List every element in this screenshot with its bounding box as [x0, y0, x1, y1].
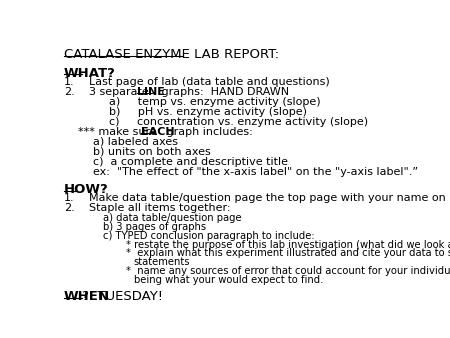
- Text: WHAT?: WHAT?: [64, 67, 116, 80]
- Text: ?  TUESDAY!: ? TUESDAY!: [81, 290, 162, 303]
- Text: graphs:  HAND DRAWN: graphs: HAND DRAWN: [158, 87, 289, 97]
- Text: 1.: 1.: [64, 193, 75, 203]
- Text: 3 separate: 3 separate: [89, 87, 152, 97]
- Text: *** make sure: *** make sure: [78, 127, 160, 137]
- Text: 2.: 2.: [64, 87, 75, 97]
- Text: 2.: 2.: [64, 203, 75, 213]
- Text: a) data table/question page: a) data table/question page: [103, 213, 241, 223]
- Text: Staple all items together:: Staple all items together:: [89, 203, 230, 213]
- Text: graph includes:: graph includes:: [163, 127, 253, 137]
- Text: b) 3 pages of graphs: b) 3 pages of graphs: [103, 222, 206, 232]
- Text: c)     concentration vs. enzyme activity (slope): c) concentration vs. enzyme activity (sl…: [109, 117, 368, 127]
- Text: being what your would expect to find.: being what your would expect to find.: [134, 275, 323, 285]
- Text: a)     temp vs. enzyme activity (slope): a) temp vs. enzyme activity (slope): [109, 97, 320, 107]
- Text: LINE: LINE: [137, 87, 165, 97]
- Text: 1.: 1.: [64, 77, 75, 87]
- Text: ex:  "The effect of "the x-axis label" on the "y-axis label".”: ex: "The effect of "the x-axis label" on…: [94, 167, 418, 177]
- Text: c) TYPED conclusion paragraph to include:: c) TYPED conclusion paragraph to include…: [103, 231, 315, 241]
- Text: b) units on both axes: b) units on both axes: [94, 147, 211, 157]
- Text: a) labeled axes: a) labeled axes: [94, 137, 179, 147]
- Text: b)     pH vs. enzyme activity (slope): b) pH vs. enzyme activity (slope): [109, 107, 307, 117]
- Text: *  name any sources of error that could account for your individual data not: * name any sources of error that could a…: [126, 266, 450, 276]
- Text: HOW?: HOW?: [64, 183, 109, 196]
- Text: Make data table/question page the top page with your name on it: Make data table/question page the top pa…: [89, 193, 450, 203]
- Text: c)  a complete and descriptive title: c) a complete and descriptive title: [94, 157, 288, 167]
- Text: *  explain what this experiment illustrated and cite your data to support your: * explain what this experiment illustrat…: [126, 248, 450, 259]
- Text: Last page of lab (data table and questions): Last page of lab (data table and questio…: [89, 77, 329, 87]
- Text: CATALASE ENZYME LAB REPORT:: CATALASE ENZYME LAB REPORT:: [64, 48, 279, 61]
- Text: EACH: EACH: [141, 127, 174, 137]
- Text: statements: statements: [134, 257, 190, 267]
- Text: * restate the purpose of this lab investigation (what did we look at, etc.): * restate the purpose of this lab invest…: [126, 240, 450, 249]
- Text: WHEN: WHEN: [64, 290, 110, 303]
